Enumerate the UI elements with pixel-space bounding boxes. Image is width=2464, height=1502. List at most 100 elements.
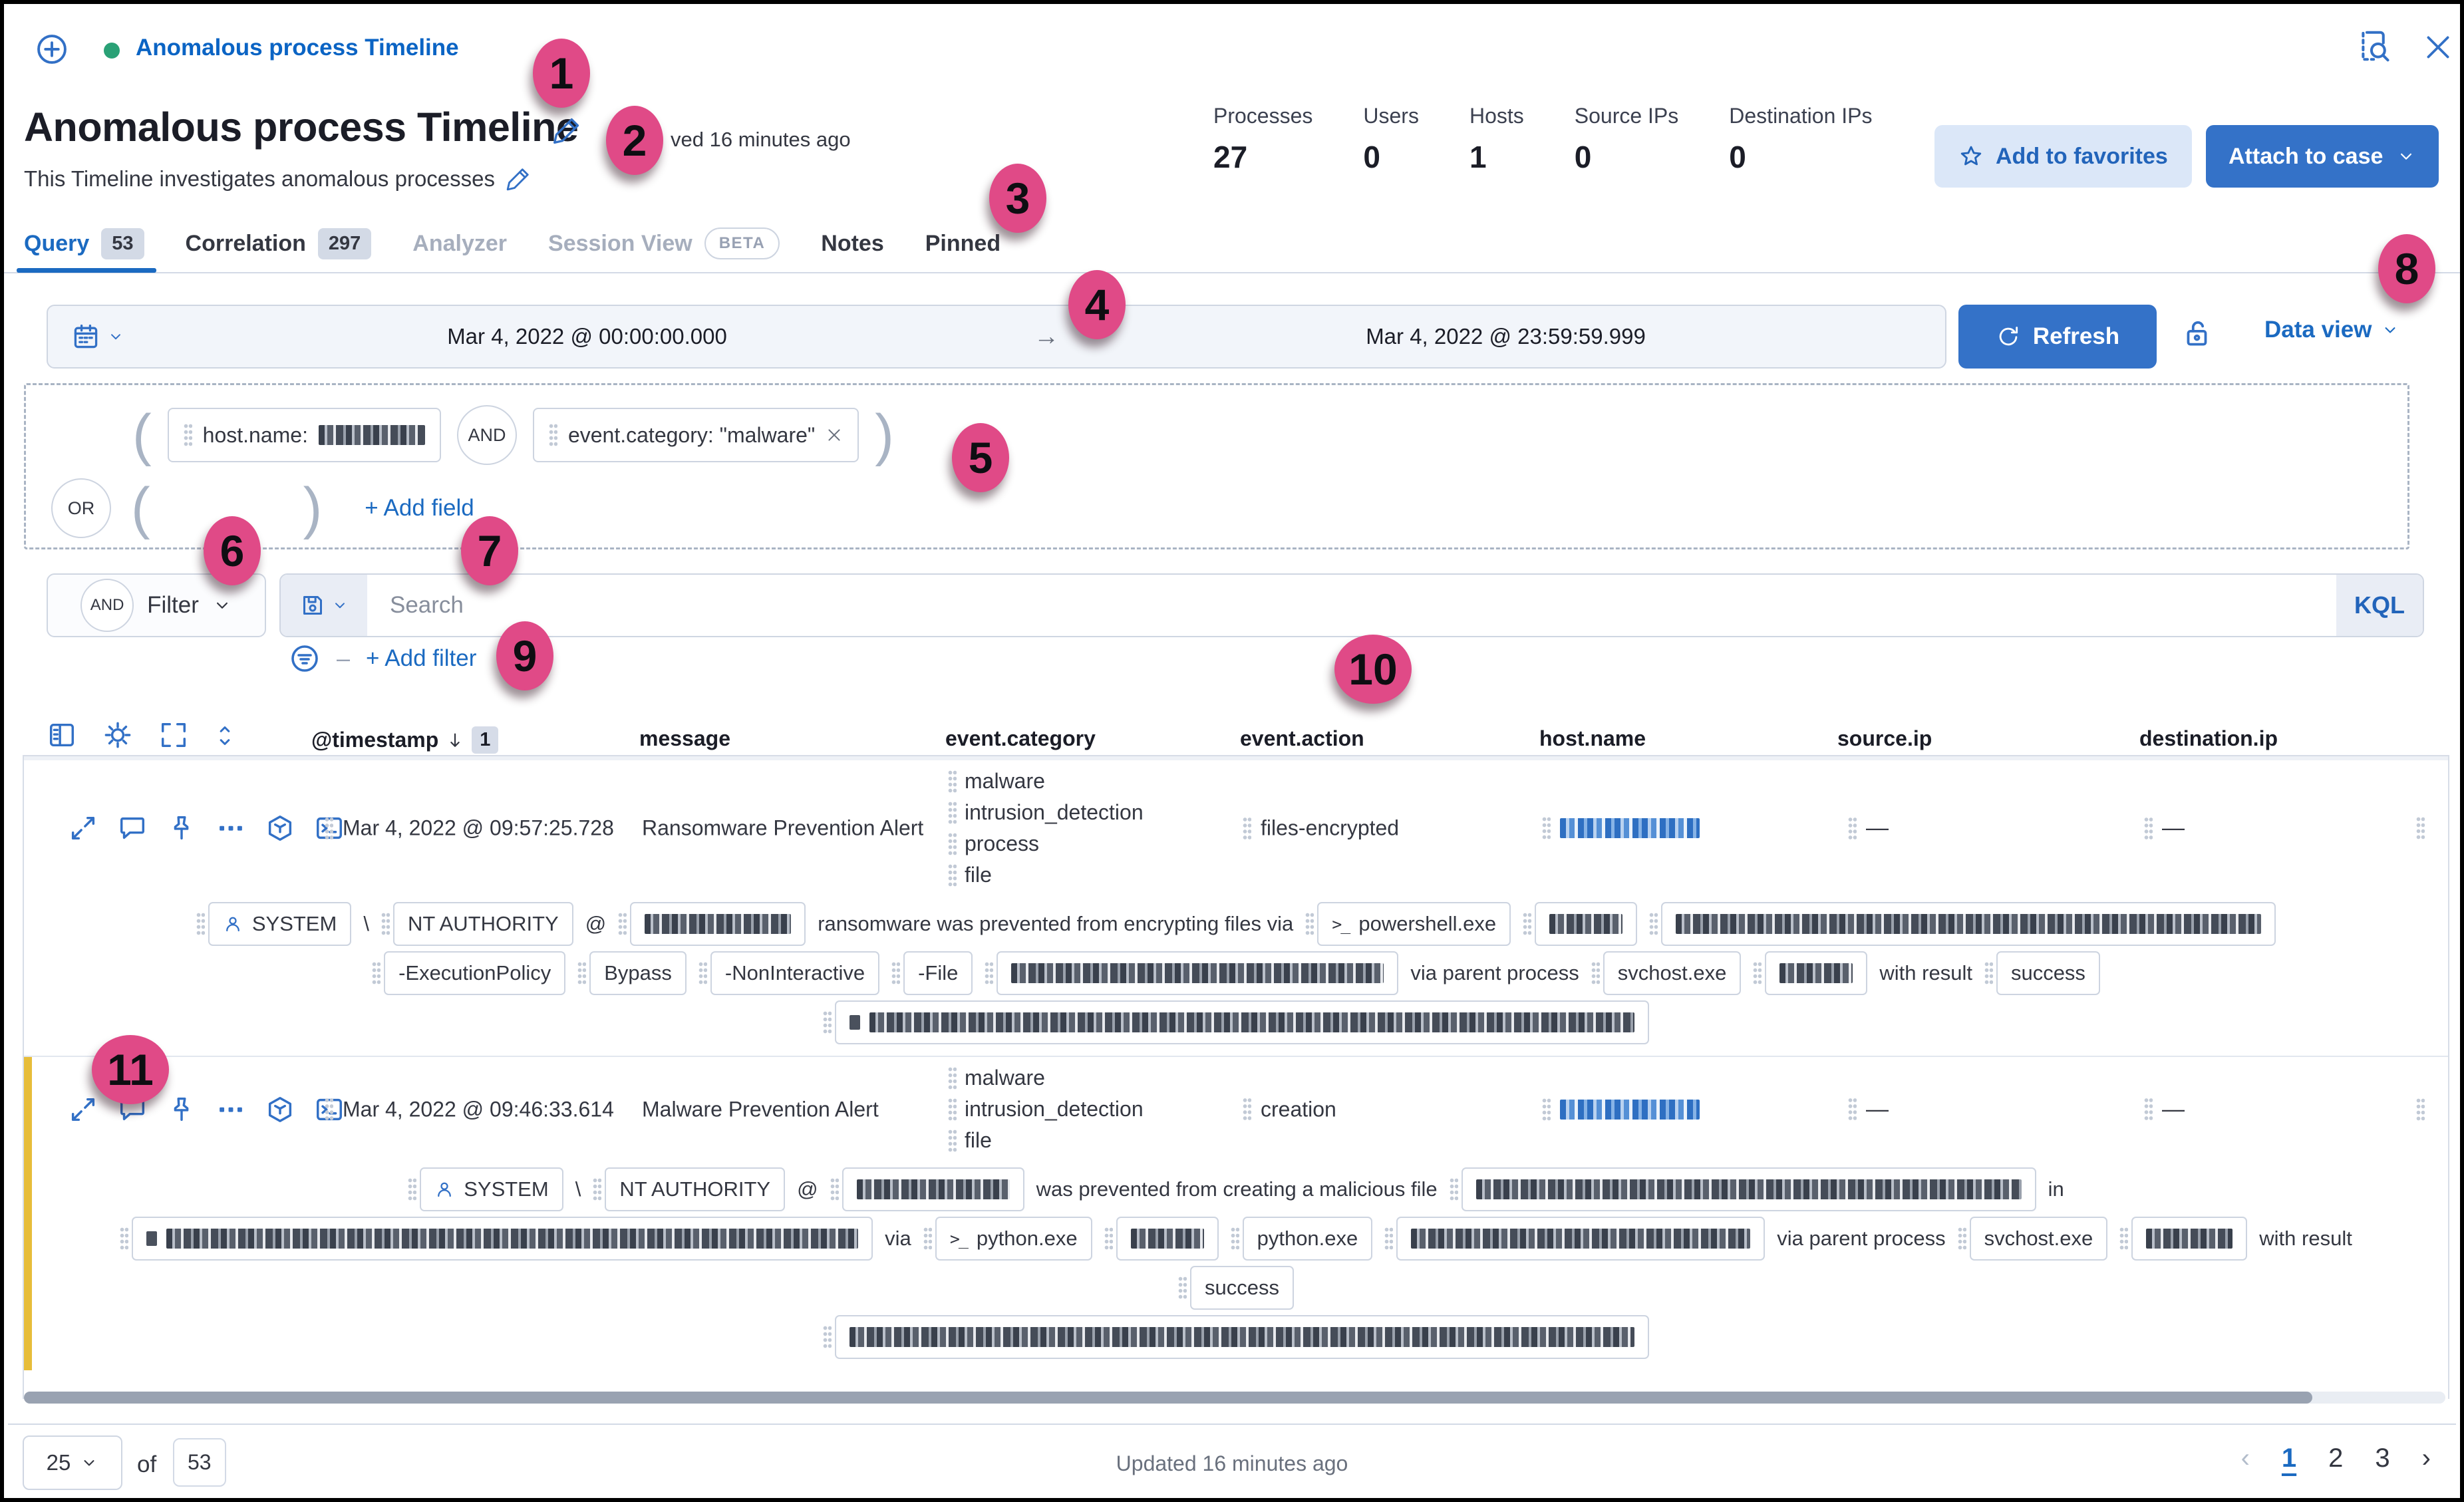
analyze-event-icon[interactable]	[265, 1094, 295, 1125]
redacted-badge[interactable]	[1765, 951, 1868, 995]
drag-handle[interactable]	[325, 1097, 333, 1122]
add-to-favorites-button[interactable]: Add to favorites	[1934, 125, 2192, 188]
start-date-button[interactable]: Mar 4, 2022 @ 00:00:00.000	[447, 324, 727, 349]
redacted-badge[interactable]	[1535, 902, 1638, 946]
drag-handle[interactable]	[1542, 816, 1551, 840]
drag-handle[interactable]	[2416, 816, 2425, 840]
redacted-badge[interactable]	[132, 1217, 873, 1261]
redacted-badge[interactable]	[997, 951, 1399, 995]
redacted-badge[interactable]	[835, 1315, 1649, 1359]
more-actions-icon[interactable]	[216, 1094, 246, 1125]
scrollbar-thumb[interactable]	[24, 1392, 2312, 1404]
drag-handle[interactable]	[1104, 1227, 1113, 1251]
end-date-button[interactable]: Mar 4, 2022 @ 23:59:59.999	[1366, 324, 1646, 349]
drag-handle[interactable]	[1449, 1177, 1458, 1201]
search-input[interactable]	[367, 575, 2336, 636]
gear-icon[interactable]	[102, 720, 133, 750]
page-size-dropdown[interactable]: 25	[23, 1435, 122, 1490]
redacted-badge[interactable]	[842, 1167, 1024, 1211]
redacted-badge[interactable]	[1661, 902, 2276, 946]
drag-handle[interactable]	[948, 769, 957, 794]
drag-handle[interactable]	[948, 1128, 957, 1153]
field-badge[interactable]: svchost.exe	[1969, 1217, 2108, 1261]
drag-handle[interactable]	[1848, 1097, 1857, 1122]
drag-handle[interactable]	[1649, 912, 1658, 936]
column-event-action[interactable]: event.action	[1240, 726, 1364, 750]
data-view-dropdown[interactable]: Data view	[2264, 317, 2399, 343]
drag-handle[interactable]	[923, 1227, 932, 1251]
more-actions-icon[interactable]	[216, 813, 246, 843]
drag-handle[interactable]	[1984, 961, 1993, 985]
analyze-event-icon[interactable]	[265, 813, 295, 843]
query-pill-event-category[interactable]: event.category: "malware"	[532, 408, 859, 462]
query-pill-host-name[interactable]: host.name:	[167, 408, 441, 462]
drag-handle[interactable]	[1243, 1097, 1251, 1122]
field-badge[interactable]: python.exe	[1242, 1217, 1373, 1261]
drag-handle[interactable]	[196, 912, 205, 936]
drag-handle[interactable]	[1178, 1276, 1187, 1300]
saved-query-menu-button[interactable]	[281, 575, 367, 636]
add-filter-link[interactable]: + Add filter	[366, 645, 477, 671]
column-timestamp[interactable]: @timestamp 1	[311, 726, 499, 754]
field-badge[interactable]: -ExecutionPolicy	[384, 951, 566, 995]
sort-fields-icon[interactable]	[212, 722, 238, 749]
query-builder-dropzone[interactable]: ( host.name: AND event.category: "malwar…	[24, 383, 2409, 549]
drag-handle[interactable]	[1753, 961, 1762, 985]
drag-handle[interactable]	[948, 1066, 957, 1090]
drag-handle[interactable]	[1230, 1227, 1239, 1251]
drag-handle[interactable]	[1848, 816, 1857, 840]
drag-handle[interactable]	[381, 912, 390, 936]
next-page-button[interactable]: ›	[2421, 1443, 2431, 1473]
drag-handle[interactable]	[698, 961, 707, 985]
field-badge[interactable]: SYSTEM	[420, 1167, 563, 1211]
drag-handle[interactable]	[120, 1227, 129, 1251]
search-bar[interactable]: KQL	[279, 573, 2424, 637]
redacted-badge[interactable]	[1461, 1167, 2036, 1211]
drag-handle[interactable]	[2144, 1097, 2153, 1122]
drag-handle[interactable]	[372, 961, 381, 985]
drag-handle[interactable]	[2416, 1097, 2425, 1122]
redacted-badge[interactable]	[630, 902, 806, 946]
field-badge[interactable]: NT AUTHORITY	[605, 1167, 786, 1211]
redacted-badge[interactable]	[2131, 1217, 2248, 1261]
tab-correlation[interactable]: Correlation 297	[186, 227, 372, 259]
drag-handle[interactable]	[1957, 1227, 1966, 1251]
drag-handle[interactable]	[1523, 912, 1532, 936]
field-badge[interactable]: >_ python.exe	[935, 1217, 1092, 1261]
column-host-name[interactable]: host.name	[1539, 726, 1646, 750]
redacted-badge[interactable]	[1396, 1217, 1766, 1261]
field-badge[interactable]: >_ powershell.exe	[1317, 902, 1511, 946]
drag-handle[interactable]	[891, 961, 901, 985]
redacted-badge[interactable]	[1116, 1217, 1219, 1261]
columns-icon[interactable]	[47, 720, 77, 750]
drag-handle[interactable]	[408, 1177, 417, 1201]
add-timeline-icon[interactable]	[35, 32, 69, 67]
drag-handle[interactable]	[1542, 1097, 1551, 1122]
field-badge[interactable]: Bypass	[589, 951, 687, 995]
fullscreen-icon[interactable]	[158, 720, 189, 750]
inspect-icon[interactable]	[2355, 28, 2391, 64]
drag-handle[interactable]	[948, 831, 957, 856]
horizontal-scrollbar[interactable]	[24, 1392, 2445, 1404]
drag-handle[interactable]	[985, 961, 994, 985]
page-2-button[interactable]: 2	[2328, 1443, 2344, 1473]
drag-handle[interactable]	[1591, 961, 1600, 985]
expand-event-icon[interactable]	[68, 813, 98, 843]
remove-filter-icon[interactable]	[826, 426, 843, 444]
attach-to-case-button[interactable]: Attach to case	[2206, 125, 2439, 188]
tab-notes[interactable]: Notes	[821, 231, 883, 257]
drag-handle[interactable]	[1384, 1227, 1394, 1251]
date-range-picker[interactable]: Mar 4, 2022 @ 00:00:00.000 → Mar 4, 2022…	[47, 305, 1946, 369]
page-1-button[interactable]: 1	[2281, 1443, 2297, 1473]
field-badge[interactable]: svchost.exe	[1603, 951, 1742, 995]
page-3-button[interactable]: 3	[2375, 1443, 2390, 1473]
column-message[interactable]: message	[639, 726, 730, 750]
field-badge[interactable]: NT AUTHORITY	[392, 902, 573, 946]
drag-handle[interactable]	[618, 912, 627, 936]
tab-pinned[interactable]: Pinned	[925, 231, 1001, 257]
drag-handle[interactable]	[2144, 816, 2153, 840]
redacted-badge[interactable]	[835, 1000, 1649, 1044]
field-badge[interactable]: -File	[903, 951, 973, 995]
drag-handle[interactable]	[548, 423, 557, 447]
field-badge[interactable]: success	[1190, 1266, 1294, 1310]
